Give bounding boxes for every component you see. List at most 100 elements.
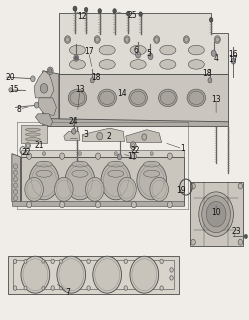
Ellipse shape	[98, 89, 117, 107]
Circle shape	[238, 239, 243, 245]
Text: 20: 20	[6, 73, 15, 82]
Circle shape	[40, 84, 48, 93]
Circle shape	[184, 36, 189, 44]
Circle shape	[21, 256, 50, 293]
Circle shape	[142, 134, 147, 140]
Circle shape	[167, 201, 172, 208]
Circle shape	[202, 196, 231, 233]
Text: 25: 25	[127, 11, 137, 20]
Circle shape	[57, 256, 86, 293]
Circle shape	[59, 260, 62, 263]
Text: 11: 11	[127, 152, 137, 161]
Circle shape	[75, 56, 78, 60]
Ellipse shape	[144, 161, 160, 167]
Polygon shape	[34, 71, 54, 98]
Text: 23: 23	[231, 227, 241, 236]
Circle shape	[74, 55, 79, 61]
Text: 22: 22	[131, 146, 140, 155]
Ellipse shape	[36, 170, 52, 177]
Circle shape	[191, 239, 195, 245]
Polygon shape	[59, 13, 229, 74]
Ellipse shape	[118, 177, 136, 201]
Text: 4: 4	[214, 53, 219, 62]
Ellipse shape	[25, 133, 40, 136]
Circle shape	[13, 183, 17, 188]
Ellipse shape	[144, 170, 160, 177]
Circle shape	[199, 192, 234, 236]
Ellipse shape	[69, 45, 85, 55]
Text: 5: 5	[147, 49, 152, 58]
Circle shape	[34, 102, 39, 108]
Text: 18: 18	[203, 69, 212, 78]
Ellipse shape	[160, 60, 176, 69]
Circle shape	[231, 58, 236, 64]
Circle shape	[214, 36, 220, 44]
Circle shape	[117, 154, 122, 160]
Circle shape	[9, 88, 12, 92]
Circle shape	[211, 50, 216, 56]
Circle shape	[101, 162, 131, 200]
Polygon shape	[35, 114, 53, 126]
Circle shape	[160, 259, 163, 264]
Text: 7: 7	[65, 288, 70, 297]
Polygon shape	[59, 74, 229, 122]
Circle shape	[113, 9, 116, 13]
Ellipse shape	[99, 60, 115, 69]
Circle shape	[206, 201, 226, 227]
Circle shape	[148, 53, 153, 60]
Circle shape	[137, 162, 167, 200]
Ellipse shape	[36, 161, 52, 167]
Ellipse shape	[55, 177, 73, 201]
Ellipse shape	[130, 45, 146, 55]
Circle shape	[191, 183, 195, 189]
Circle shape	[87, 259, 90, 264]
Polygon shape	[43, 71, 59, 122]
Circle shape	[167, 153, 172, 159]
Circle shape	[24, 260, 27, 263]
Circle shape	[60, 201, 64, 208]
Circle shape	[49, 68, 52, 73]
Circle shape	[98, 9, 102, 13]
Text: 10: 10	[211, 208, 221, 217]
Circle shape	[114, 152, 117, 156]
Circle shape	[170, 268, 173, 272]
Circle shape	[29, 162, 59, 200]
Circle shape	[13, 259, 17, 264]
Circle shape	[126, 11, 130, 16]
Circle shape	[65, 162, 95, 200]
Circle shape	[93, 256, 122, 293]
Polygon shape	[190, 182, 243, 246]
Ellipse shape	[188, 60, 204, 69]
Text: 12: 12	[78, 12, 87, 21]
Circle shape	[78, 152, 81, 156]
Text: 2: 2	[106, 132, 111, 140]
Polygon shape	[43, 119, 229, 126]
Circle shape	[96, 201, 101, 208]
Text: 8: 8	[17, 105, 22, 114]
Polygon shape	[82, 128, 124, 141]
Circle shape	[73, 6, 77, 11]
Circle shape	[13, 177, 17, 182]
Circle shape	[131, 153, 136, 159]
Polygon shape	[20, 150, 184, 157]
Circle shape	[130, 142, 136, 149]
Text: 22: 22	[22, 148, 31, 156]
Circle shape	[209, 18, 213, 22]
Circle shape	[13, 164, 17, 169]
Circle shape	[136, 52, 141, 58]
Circle shape	[208, 78, 212, 83]
Text: 18: 18	[91, 73, 101, 82]
Circle shape	[124, 36, 130, 44]
Circle shape	[170, 276, 173, 280]
Circle shape	[96, 153, 101, 159]
Polygon shape	[20, 157, 184, 204]
Circle shape	[42, 260, 45, 263]
Circle shape	[97, 132, 103, 140]
Circle shape	[160, 286, 163, 290]
Circle shape	[90, 78, 94, 83]
Circle shape	[124, 286, 127, 290]
Circle shape	[13, 286, 17, 290]
Ellipse shape	[129, 89, 147, 107]
Ellipse shape	[99, 45, 115, 55]
Circle shape	[43, 152, 46, 156]
